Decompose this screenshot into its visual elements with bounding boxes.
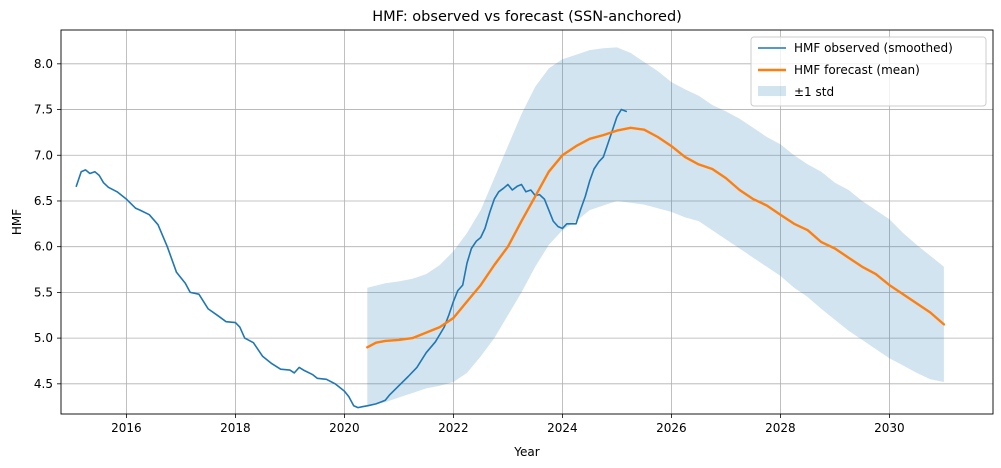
x-axis: 2016 2018 2020 2022 2024 2026 2028 2030 <box>111 414 905 435</box>
y-tick-label: 5.5 <box>34 285 53 299</box>
y-axis-label: HMF <box>10 209 24 235</box>
x-tick-label: 2016 <box>111 421 142 435</box>
legend-label-forecast: HMF forecast (mean) <box>794 63 920 77</box>
y-tick-label: 6.5 <box>34 194 53 208</box>
y-tick-label: 7.0 <box>34 148 53 162</box>
y-tick-label: 4.5 <box>34 377 53 391</box>
y-tick-label: 8.0 <box>34 57 53 71</box>
x-tick-label: 2020 <box>329 421 360 435</box>
legend-label-std-band: ±1 std <box>794 85 834 99</box>
x-tick-label: 2022 <box>438 421 469 435</box>
legend-swatch-std-band <box>758 86 786 96</box>
grid <box>61 30 993 414</box>
chart-title: HMF: observed vs forecast (SSN-anchored) <box>372 9 682 25</box>
y-axis: 4.5 5.0 5.5 6.0 6.5 7.0 7.5 8.0 <box>34 57 61 391</box>
x-tick-label: 2026 <box>656 421 687 435</box>
x-tick-label: 2024 <box>547 421 578 435</box>
series-layer <box>75 108 946 409</box>
y-tick-label: 7.5 <box>34 103 53 117</box>
y-tick-label: 6.0 <box>34 240 53 254</box>
y-tick-label: 5.0 <box>34 331 53 345</box>
legend-label-observed: HMF observed (smoothed) <box>794 41 953 55</box>
plot-frame <box>60 29 994 415</box>
std-band-layer <box>367 47 944 407</box>
x-tick-label: 2030 <box>874 421 905 435</box>
legend: HMF observed (smoothed) HMF forecast (me… <box>750 36 987 107</box>
x-tick-label: 2018 <box>220 421 251 435</box>
std-band <box>367 47 944 407</box>
series-line-forecast <box>366 126 946 349</box>
x-tick-label: 2028 <box>765 421 796 435</box>
series-line-observed <box>75 108 628 409</box>
x-axis-label: Year <box>513 445 539 459</box>
legend-box <box>750 36 987 107</box>
